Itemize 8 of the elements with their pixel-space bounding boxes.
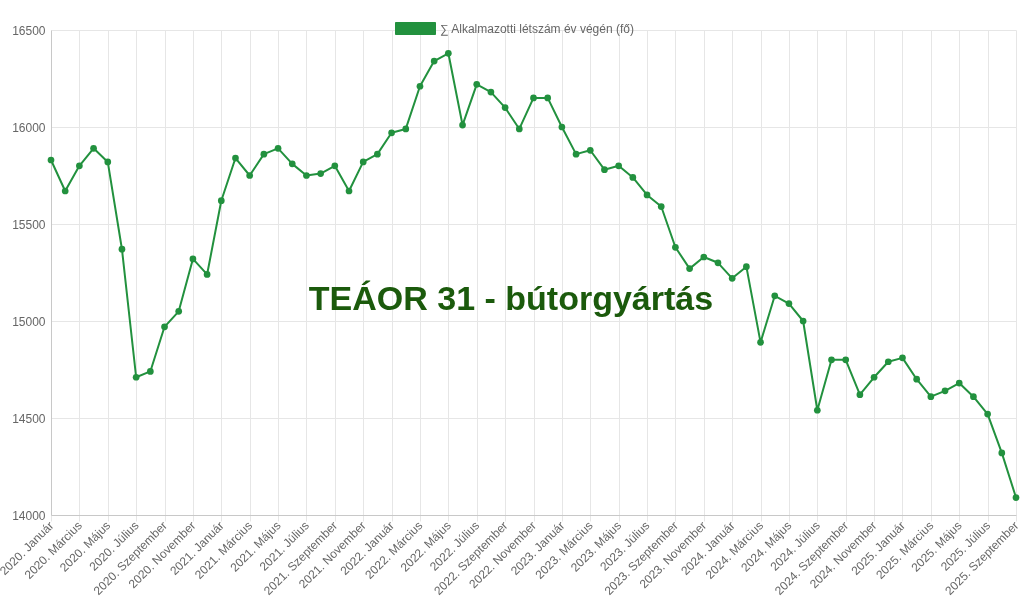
y-tick-label: 14000	[12, 508, 46, 523]
y-tick-label: 15000	[12, 314, 46, 329]
text: TEÁOR 31 - bútorgyártás	[308, 279, 714, 317]
y-tick-label: 16000	[12, 120, 46, 135]
y-tick-label: 16500	[12, 23, 46, 38]
y-tick-label: 14500	[12, 411, 46, 426]
y-tick-label: 15500	[12, 217, 46, 232]
legend-label: ∑ Alkalmazotti létszám év végén (fő)	[440, 21, 634, 36]
